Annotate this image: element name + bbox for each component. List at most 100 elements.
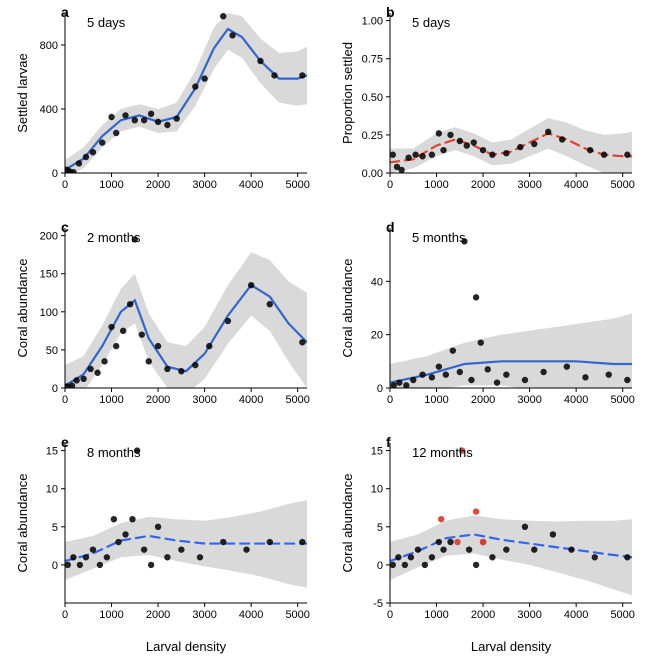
- data-point: [478, 339, 484, 345]
- x-tick-label: 2000: [471, 394, 495, 406]
- x-tick-label: 5000: [610, 179, 634, 191]
- y-tick-label: 15: [371, 446, 383, 458]
- y-tick-label: 5: [52, 522, 58, 534]
- x-tick-label: 4000: [564, 609, 588, 621]
- y-tick-label: 5: [377, 522, 383, 534]
- data-point: [429, 152, 435, 158]
- x-tick-label: 4000: [239, 394, 263, 406]
- data-point: [436, 363, 442, 369]
- data-point: [111, 516, 117, 522]
- x-tick-label: 5000: [610, 609, 634, 621]
- panel-title: 12 months: [412, 445, 473, 460]
- data-point: [148, 111, 154, 117]
- data-point: [94, 370, 100, 376]
- x-tick-label: 5000: [610, 394, 634, 406]
- panel-letter: c: [61, 220, 69, 235]
- data-point: [225, 318, 231, 324]
- y-tick-label: 0.00: [362, 168, 383, 180]
- x-tick-label: 1000: [99, 179, 123, 191]
- y-tick-label: 100: [40, 307, 58, 319]
- data-point: [471, 139, 477, 145]
- data-point-highlight: [480, 539, 486, 545]
- y-tick-label: 0.75: [362, 54, 383, 66]
- x-tick-label: 2000: [471, 609, 495, 621]
- x-tick-label: 2000: [146, 179, 170, 191]
- y-axis-label: Coral abundance: [340, 473, 355, 572]
- x-tick-label: 2000: [471, 179, 495, 191]
- data-point: [90, 546, 96, 552]
- data-point: [440, 546, 446, 552]
- panel-letter: d: [386, 220, 395, 235]
- data-point: [192, 362, 198, 368]
- x-tick-label: 0: [62, 394, 68, 406]
- data-point: [466, 546, 472, 552]
- data-point: [83, 554, 89, 560]
- data-point: [220, 13, 226, 19]
- data-point: [77, 562, 83, 568]
- panel-title: 2 months: [87, 230, 141, 245]
- data-point: [531, 546, 537, 552]
- data-point: [164, 366, 170, 372]
- data-point: [173, 115, 179, 121]
- data-point: [398, 167, 404, 173]
- data-point: [115, 539, 121, 545]
- x-tick-label: 3000: [192, 179, 216, 191]
- data-point: [148, 562, 154, 568]
- x-tick-label: 0: [62, 609, 68, 621]
- data-point: [141, 546, 147, 552]
- data-point: [503, 546, 509, 552]
- data-point: [592, 554, 598, 560]
- data-point: [390, 152, 396, 158]
- y-tick-label: 10: [46, 484, 58, 496]
- y-tick-label: 0: [52, 383, 58, 395]
- panel-letter: a: [61, 5, 69, 20]
- data-point: [473, 294, 479, 300]
- panel-b: 0100020003000400050000.000.250.500.751.0…: [340, 5, 640, 205]
- data-point: [450, 347, 456, 353]
- data-point: [83, 154, 89, 160]
- data-point: [522, 377, 528, 383]
- data-point: [101, 358, 107, 364]
- y-axis-label: Settled larvae: [15, 53, 30, 133]
- data-point-highlight: [454, 539, 460, 545]
- panel-letter: e: [61, 435, 69, 450]
- x-tick-label: 0: [387, 179, 393, 191]
- data-point: [271, 72, 277, 78]
- data-point: [568, 546, 574, 552]
- data-point: [582, 374, 588, 380]
- data-point: [155, 524, 161, 530]
- data-point: [422, 562, 428, 568]
- data-point: [155, 119, 161, 125]
- data-point: [601, 152, 607, 158]
- data-point: [473, 562, 479, 568]
- y-axis-label: Proportion settled: [340, 42, 355, 144]
- data-point: [402, 562, 408, 568]
- data-point: [395, 554, 401, 560]
- x-tick-label: 1000: [99, 394, 123, 406]
- data-point: [139, 331, 145, 337]
- data-point: [108, 114, 114, 120]
- data-point: [299, 72, 305, 78]
- data-point: [550, 531, 556, 537]
- data-point: [129, 516, 135, 522]
- data-point: [99, 139, 105, 145]
- x-tick-label: 3000: [517, 609, 541, 621]
- data-point: [257, 58, 263, 64]
- data-point: [494, 379, 500, 385]
- y-tick-label: 400: [40, 104, 58, 116]
- data-point: [155, 343, 161, 349]
- x-tick-label: 0: [387, 394, 393, 406]
- data-point: [87, 366, 93, 372]
- data-point: [164, 122, 170, 128]
- y-tick-label: 50: [46, 345, 58, 357]
- x-tick-label: 4000: [564, 394, 588, 406]
- confidence-ribbon: [65, 252, 307, 403]
- data-point: [122, 112, 128, 118]
- data-point: [164, 554, 170, 560]
- data-point: [587, 147, 593, 153]
- data-point: [457, 369, 463, 375]
- data-point: [178, 368, 184, 374]
- data-point: [299, 539, 305, 545]
- data-point: [80, 376, 86, 382]
- data-point: [436, 130, 442, 136]
